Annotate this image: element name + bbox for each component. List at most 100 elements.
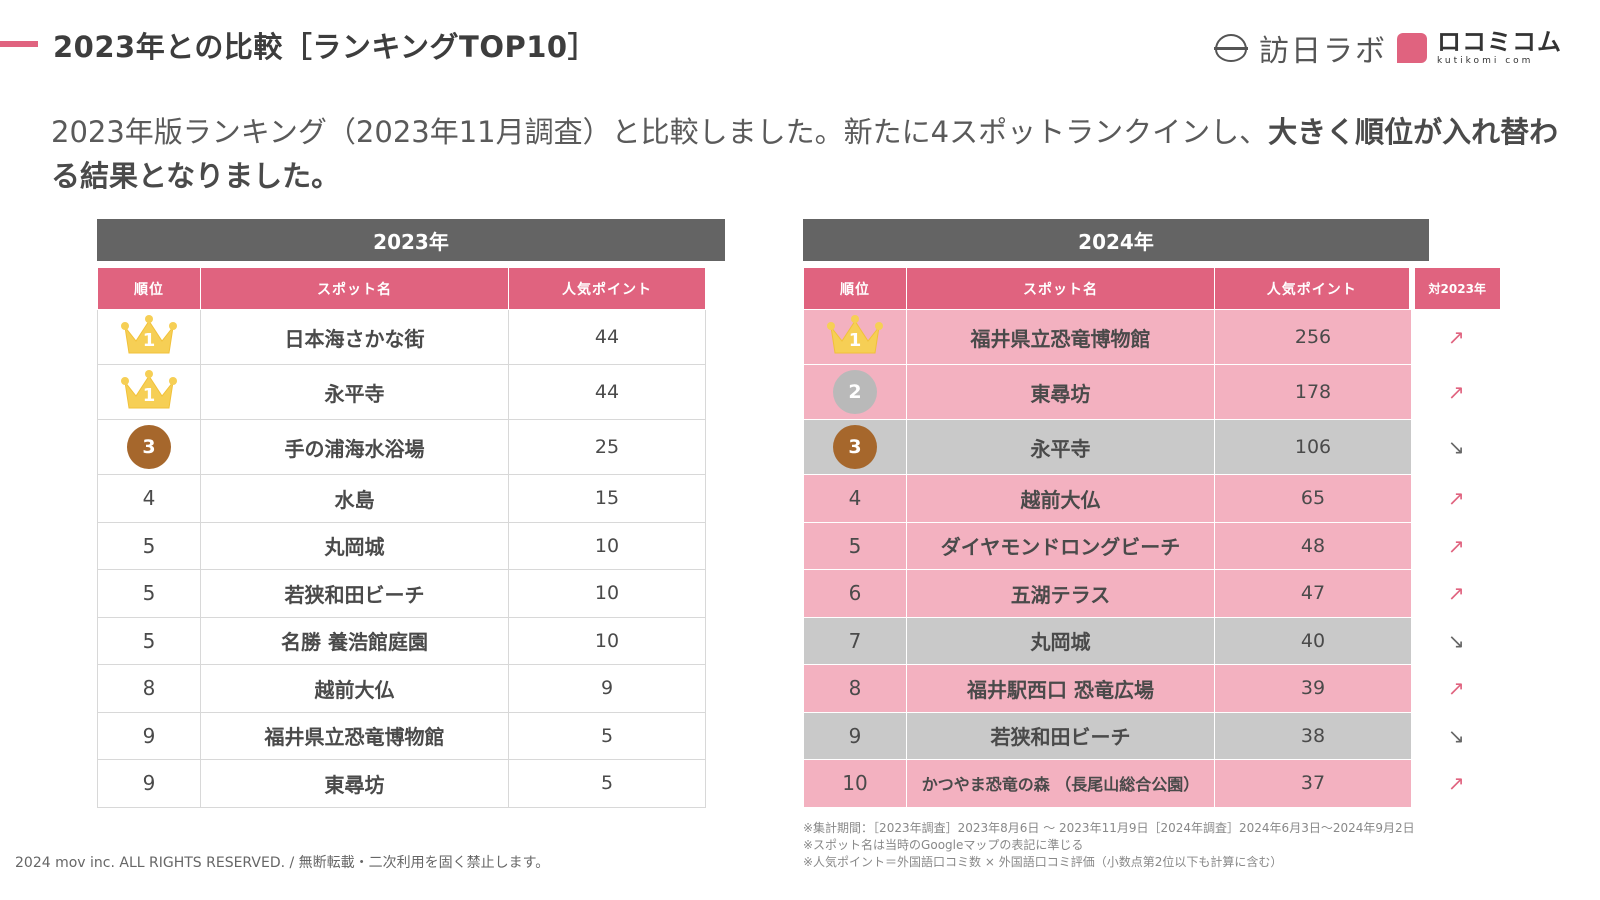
- popularity-points: 9: [508, 664, 706, 713]
- bronze-medal-icon: 3: [127, 425, 171, 469]
- copyright: 2024 mov inc. ALL RIGHTS RESERVED. / 無断転…: [15, 855, 550, 871]
- spot-name: 福井県立恐竜博物館: [200, 711, 509, 760]
- trend-cell: ↗: [1411, 569, 1501, 617]
- spot-name: 名勝 養浩館庭園: [200, 616, 509, 665]
- popularity-points: 40: [1214, 616, 1412, 665]
- table-row: 5 丸岡城 10: [97, 521, 706, 570]
- popularity-points: 5: [508, 711, 706, 760]
- rank-cell: 5: [97, 616, 201, 665]
- spot-name: かつやま恐竜の森 （長尾山総合公園）: [906, 759, 1215, 808]
- rank-cell: 1: [97, 309, 201, 365]
- popularity-points: 178: [1214, 364, 1412, 420]
- popularity-points: 48: [1214, 521, 1412, 570]
- crown-icon: [827, 314, 883, 353]
- rank-number: 10: [842, 771, 868, 796]
- table-row: 6 五湖テラス 47 ↗: [803, 569, 1501, 618]
- table-row: 1 日本海さかな街 44: [97, 309, 706, 365]
- table-row: 8 越前大仏 9: [97, 664, 706, 713]
- popularity-points: 44: [508, 364, 706, 420]
- spot-name: 東尋坊: [906, 364, 1215, 420]
- popularity-points: 38: [1214, 711, 1412, 760]
- brand-houjin-lab: 訪日ラボ: [1214, 26, 1387, 70]
- table-row: 4 水島 15: [97, 474, 706, 523]
- table-row: 5 若狭和田ビーチ 10: [97, 569, 706, 618]
- crown-icon: [121, 314, 177, 353]
- table-header-row: 順位 スポット名 人気ポイント 対2023年: [803, 267, 1501, 310]
- rank-cell: 8: [803, 664, 907, 713]
- rank-number: 5: [142, 533, 156, 558]
- trend-cell: ↗: [1411, 474, 1501, 522]
- rank-number: 8: [142, 676, 156, 701]
- popularity-points: 10: [508, 521, 706, 570]
- table-row: 9 若狭和田ビーチ 38 ↘: [803, 711, 1501, 760]
- rank-cell: 7: [803, 616, 907, 665]
- rank-cell: 3: [803, 419, 907, 475]
- speech-bubble-icon: [1397, 33, 1427, 63]
- brand-kuchikomi-label: ロコミコム: [1437, 28, 1562, 56]
- trend-up-arrow-icon: ↗: [1447, 380, 1465, 404]
- rank-cell: 1: [97, 364, 201, 420]
- popularity-points: 37: [1214, 759, 1412, 808]
- rank-number: 8: [848, 676, 862, 701]
- spot-name: 丸岡城: [200, 521, 509, 570]
- gold-crown-icon: 1: [825, 313, 885, 357]
- popularity-points: 47: [1214, 569, 1412, 618]
- intro-text: 2023年版ランキング（2023年11月調査）と比較しました。新たに4スポットラ…: [51, 110, 1561, 198]
- trend-cell: ↘: [1411, 712, 1501, 760]
- rank-number: 1: [142, 384, 156, 406]
- rank-cell: 5: [803, 521, 907, 570]
- spot-name: 福井県立恐竜博物館: [906, 309, 1215, 365]
- rank-number: 1: [848, 329, 862, 351]
- trend-up-arrow-icon: ↗: [1447, 325, 1465, 350]
- popularity-points: 15: [508, 474, 706, 523]
- rank-cell: 9: [97, 759, 201, 808]
- spot-name: 福井駅西口 恐竜広場: [906, 664, 1215, 713]
- rank-cell: 9: [97, 711, 201, 760]
- intro-normal: 2023年版ランキング（2023年11月調査）と比較しました。新たに4スポットラ…: [51, 115, 1269, 149]
- spot-name: 丸岡城: [906, 616, 1215, 665]
- popularity-points: 5: [508, 759, 706, 808]
- rank-number: 9: [142, 771, 156, 796]
- rank-number: 5: [848, 533, 862, 558]
- trend-cell: ↗: [1411, 759, 1501, 807]
- trend-cell: ↘: [1411, 419, 1501, 475]
- rank-cell: 4: [803, 474, 907, 523]
- rank-cell: 9: [803, 711, 907, 760]
- rank-cell: 4: [97, 474, 201, 523]
- crown-icon: [121, 369, 177, 408]
- spot-name: 永平寺: [906, 419, 1215, 475]
- footnote: ※スポット名は当時のGoogleマップの表記に準じる: [803, 838, 1084, 852]
- table-row: 10 かつやま恐竜の森 （長尾山総合公園） 37 ↗: [803, 759, 1501, 808]
- table-row: 1 福井県立恐竜博物館 256 ↗: [803, 309, 1501, 365]
- gold-crown-icon: 1: [119, 313, 179, 357]
- gold-crown-icon: 1: [119, 368, 179, 412]
- bronze-medal-icon: 3: [833, 425, 877, 469]
- rank-cell: 5: [97, 521, 201, 570]
- popularity-points: 25: [508, 419, 706, 475]
- rank-cell: 2: [803, 364, 907, 420]
- popularity-points: 10: [508, 569, 706, 618]
- trend-up-arrow-icon: ↗: [1447, 486, 1465, 511]
- rank-number: 9: [848, 723, 862, 748]
- rank-number: 4: [142, 486, 156, 511]
- rank-cell: 8: [97, 664, 201, 713]
- ranking-table-2023: 順位 スポット名 人気ポイント 1 日本海さかな街 44 1 永平寺 44 3 手の浦海水浴場…: [97, 267, 706, 808]
- rank-number: 5: [142, 628, 156, 653]
- rank-cell: 5: [97, 569, 201, 618]
- table-row: 9 福井県立恐竜博物館 5: [97, 711, 706, 760]
- footnotes: ※集計期間：［2023年調査］2023年8月6日 〜 2023年11月9日［20…: [803, 820, 1415, 871]
- spot-name: 永平寺: [200, 364, 509, 420]
- spot-name: 東尋坊: [200, 759, 509, 808]
- table-row: 5 名勝 養浩館庭園 10: [97, 616, 706, 665]
- year-header-2023: 2023年: [97, 219, 725, 261]
- table-row: 2 東尋坊 178 ↗: [803, 364, 1501, 420]
- rank-number: 4: [848, 486, 862, 511]
- rank-number: 5: [142, 581, 156, 606]
- popularity-points: 65: [1214, 474, 1412, 523]
- spot-name: 越前大仏: [906, 474, 1215, 523]
- trend-cell: ↗: [1411, 309, 1501, 365]
- popularity-points: 44: [508, 309, 706, 365]
- col-points: 人気ポイント: [508, 267, 706, 310]
- table-header-row: 順位 スポット名 人気ポイント: [97, 267, 706, 310]
- table-row: 4 越前大仏 65 ↗: [803, 474, 1501, 523]
